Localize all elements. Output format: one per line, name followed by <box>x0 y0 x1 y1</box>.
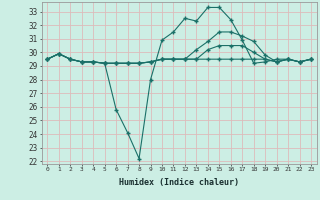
X-axis label: Humidex (Indice chaleur): Humidex (Indice chaleur) <box>119 178 239 187</box>
